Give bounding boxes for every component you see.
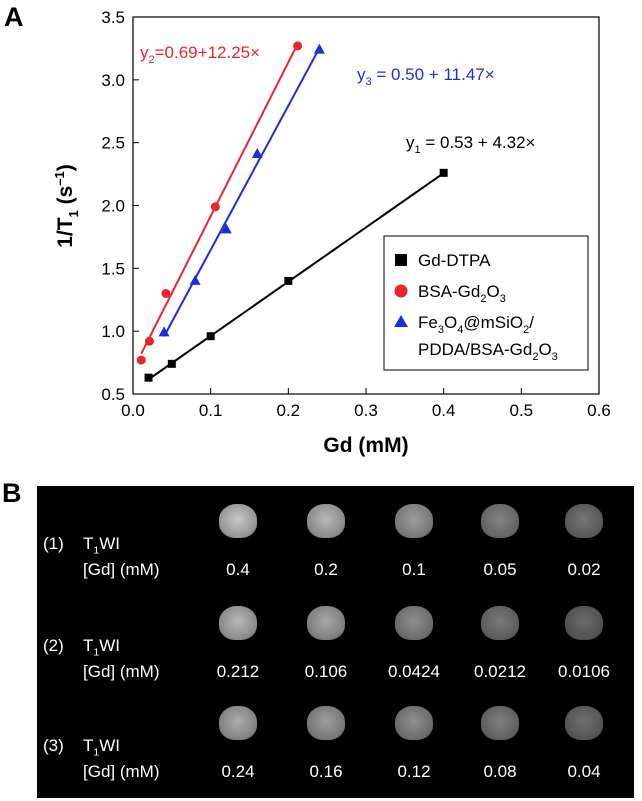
phantom-image [395, 706, 433, 740]
phantom-concentration: 0.12 [397, 762, 431, 781]
phantom-concentration: 0.212 [216, 662, 260, 681]
phantom-concentration: 0.05 [483, 560, 517, 579]
phantom-concentration: 0.1 [402, 560, 426, 579]
legend-box [383, 235, 589, 371]
phantom-image [307, 606, 345, 640]
legend-marker-composite [394, 315, 408, 327]
legend-marker-gd-dtpa [395, 254, 407, 266]
phantom-image [481, 504, 519, 538]
data-point-series-2 [210, 202, 220, 212]
x-tick-label: 0.6 [587, 401, 611, 420]
phantom-concentration: 0.24 [221, 762, 255, 781]
row-concentration-label: [Gd] (mM) [83, 762, 160, 781]
phantom-concentration: 0.02 [567, 560, 601, 579]
data-point-series-3 [251, 147, 263, 158]
row-sequence-label: T1WI [83, 534, 121, 557]
y-tick-label: 2.5 [101, 134, 125, 153]
phantom-concentration: 0.0424 [388, 662, 440, 681]
data-point-series-1 [206, 332, 215, 341]
phantom-image [565, 706, 603, 740]
data-point-series-2 [136, 355, 146, 365]
data-point-series-1 [144, 373, 153, 382]
row-concentration-label: [Gd] (mM) [83, 560, 160, 579]
data-point-series-1 [167, 359, 176, 368]
legend-label-gd-dtpa: Gd-DTPA [418, 251, 491, 270]
equation-series-3: y3 = 0.50 + 11.47× [357, 65, 495, 88]
data-point-series-2 [144, 336, 154, 346]
y-tick-label: 3.0 [101, 71, 125, 90]
data-point-series-1 [439, 168, 448, 177]
row-index: (3) [43, 736, 64, 755]
legend-label-composite-line1: Fe3O4@mSiO2/ [418, 313, 534, 336]
row-index: (2) [43, 636, 64, 655]
panel-letter-a: A [4, 2, 24, 32]
y-tick-label: 1.0 [101, 322, 125, 341]
x-tick-label: 0.3 [354, 401, 378, 420]
phantom-image [565, 504, 603, 538]
phantom-image [565, 606, 603, 640]
x-tick-label: 0.4 [432, 401, 456, 420]
phantom-image [395, 606, 433, 640]
phantom-image [481, 606, 519, 640]
row-index: (1) [43, 534, 64, 553]
equation-series-2: y2=0.69+12.25× [140, 43, 260, 66]
legend-marker-bsa [394, 284, 408, 298]
data-markers [136, 41, 448, 382]
x-axis-label: Gd (mM) [323, 434, 408, 457]
y-tick-label: 2.0 [101, 197, 125, 216]
legend-label-composite-line2: PDDA/BSA-Gd2O3 [418, 340, 558, 363]
phantom-concentration: 0.106 [304, 662, 348, 681]
phantom-concentration: 0.08 [483, 762, 517, 781]
row-sequence-label: T1WI [83, 636, 121, 659]
calibration-chart: A 0.0 0.1 0.2 0.3 0.4 0.5 0.6 0.5 1.0 1.5 2.0 2.5 3… [4, 2, 611, 457]
y-tick-label: 3.5 [101, 8, 125, 27]
phantom-image [219, 504, 257, 538]
fit-lines [140, 43, 445, 381]
y-axis-ticks: 0.5 1.0 1.5 2.0 2.5 3.0 3.5 [101, 8, 139, 404]
fit-line-series-1 [147, 172, 445, 381]
phantom-image [395, 504, 433, 538]
phantom-image [219, 606, 257, 640]
phantom-concentration: 0.4 [226, 560, 250, 579]
x-axis-ticks: 0.0 0.1 0.2 0.3 0.4 0.5 0.6 [121, 388, 611, 420]
phantom-concentration: 0.0212 [474, 662, 526, 681]
y-axis-label: 1/T1 (s–1) [52, 164, 81, 248]
fit-line-series-3 [163, 47, 321, 337]
data-point-series-3 [158, 326, 170, 337]
x-tick-label: 0.0 [121, 401, 145, 420]
data-point-series-2 [161, 288, 171, 298]
phantom-image [307, 706, 345, 740]
legend: Gd-DTPA BSA-Gd2O3 Fe3O4@mSiO2/ PDDA/BSA-… [383, 235, 589, 371]
data-point-series-2 [293, 41, 303, 51]
phantom-concentration: 0.16 [309, 762, 343, 781]
phantom-concentration: 0.2 [314, 560, 338, 579]
phantom-image [307, 504, 345, 538]
data-point-series-3 [313, 43, 325, 54]
x-tick-label: 0.2 [277, 401, 301, 420]
data-point-series-3 [220, 223, 232, 234]
panel-letter-b: B [2, 478, 22, 508]
x-tick-label: 0.5 [510, 401, 534, 420]
row-sequence-label: T1WI [83, 736, 121, 759]
mri-phantom-panel: (1) T1WI [Gd] (mM) 0.4 0.2 0.1 0.05 0.02 (2) T1WI… [37, 486, 634, 798]
phantom-concentration: 0.0106 [558, 662, 610, 681]
fit-line-series-2 [140, 43, 299, 355]
y-tick-label: 0.5 [101, 385, 125, 404]
legend-label-bsa: BSA-Gd2O3 [418, 282, 506, 305]
data-point-series-3 [189, 274, 201, 285]
row-concentration-label: [Gd] (mM) [83, 662, 160, 681]
data-point-series-1 [284, 276, 293, 285]
phantom-image [219, 706, 257, 740]
phantom-concentration: 0.04 [567, 762, 601, 781]
equation-series-1: y1 = 0.53 + 4.32× [406, 133, 535, 156]
y-tick-label: 1.5 [101, 259, 125, 278]
phantom-image [481, 706, 519, 740]
x-tick-label: 0.1 [199, 401, 223, 420]
